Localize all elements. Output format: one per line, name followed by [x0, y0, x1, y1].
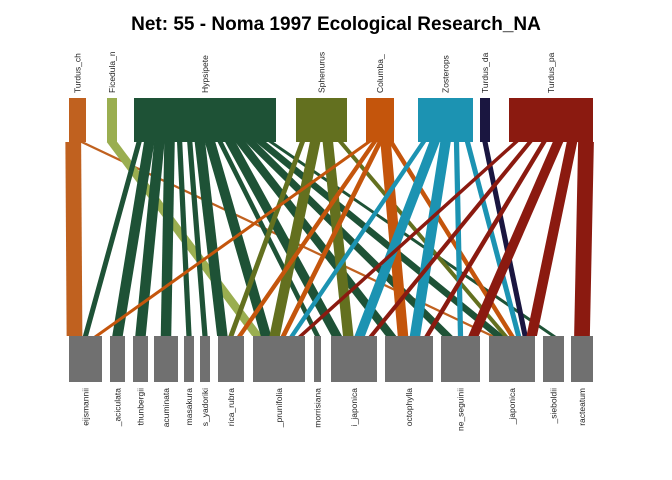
lower-species-label: acuminata	[161, 388, 171, 427]
lower-level-boxes: eijsmannii _aciculata thunbergii acuminata m…	[69, 336, 593, 431]
interaction-link	[65, 142, 83, 336]
higher-species-label: Columba_	[375, 54, 385, 93]
lower-species-box	[218, 336, 244, 382]
lower-species-box	[571, 336, 593, 382]
interaction-link	[368, 142, 533, 336]
lower-species-box	[489, 336, 535, 382]
higher-species-box	[509, 98, 593, 142]
higher-species-box	[418, 98, 473, 142]
lower-species-label: eijsmannii	[81, 388, 91, 426]
higher-species-box	[480, 98, 490, 142]
higher-level-boxes: Turdus_ch Ficedula_n Hypsipete Sphenurus Col…	[69, 51, 593, 142]
interaction-link	[112, 142, 155, 336]
higher-species-label: Sphenurus	[317, 52, 327, 93]
interaction-link	[187, 142, 208, 336]
lower-species-box	[184, 336, 194, 382]
higher-species-label: Hypsipete	[200, 55, 210, 93]
higher-species-box	[366, 98, 394, 142]
interaction-link	[354, 142, 440, 336]
interaction-link	[453, 142, 464, 336]
interaction-link	[237, 142, 378, 336]
higher-species-label: Zosterops	[441, 55, 451, 93]
higher-species-label: Ficedula_n	[107, 51, 117, 93]
higher-species-box	[296, 98, 347, 142]
interaction-link	[526, 142, 578, 336]
interaction-link	[298, 142, 519, 336]
lower-species-box	[110, 336, 125, 382]
higher-species-label: Turdus_ch	[73, 53, 83, 93]
lower-species-label: thunbergii	[136, 388, 146, 425]
plot-title: Net: 55 - Noma 1997 Ecological Research_…	[131, 14, 541, 35]
interaction-link	[409, 142, 451, 336]
interaction-link	[322, 142, 354, 336]
lower-species-label: octophylla	[404, 388, 414, 427]
interaction-link	[269, 142, 321, 336]
higher-species-label: Turdus_pa	[546, 52, 556, 93]
lower-species-label: rica_rubra	[226, 388, 236, 427]
higher-species-box	[134, 98, 276, 142]
interaction-link	[424, 142, 547, 336]
lower-species-box	[253, 336, 305, 382]
lower-species-label: s_yadoriki	[200, 388, 210, 426]
interaction-link	[468, 142, 564, 336]
interaction-link	[82, 142, 142, 336]
lower-species-label: morrisiana	[313, 388, 323, 428]
lower-species-box	[385, 336, 433, 382]
lower-species-label: _prunifolia	[274, 388, 284, 428]
interaction-link	[204, 142, 272, 336]
interaction-link	[135, 142, 165, 336]
lower-species-label: ne_seguinii	[456, 388, 466, 431]
higher-species-box	[69, 98, 86, 142]
interaction-link	[194, 142, 228, 336]
interaction-link	[574, 142, 594, 336]
lower-species-label: racteatum	[577, 388, 587, 426]
interaction-link	[177, 142, 192, 336]
interaction-link	[338, 142, 509, 336]
interaction-link	[228, 142, 305, 336]
interaction-link	[255, 142, 505, 336]
lower-species-box	[133, 336, 148, 382]
interaction-link	[280, 142, 383, 336]
lower-species-box	[331, 336, 377, 382]
lower-species-label: _aciculata	[113, 388, 123, 428]
lower-species-box	[543, 336, 564, 382]
lower-species-box	[69, 336, 102, 382]
interaction-link	[464, 142, 522, 336]
interaction-link	[225, 142, 342, 336]
interaction-link	[482, 142, 528, 336]
lower-species-label: _japonica	[507, 388, 517, 426]
lower-species-label: _sieboldii	[549, 388, 559, 425]
lower-species-label: masakura	[184, 388, 194, 426]
interaction-link	[289, 142, 427, 336]
lower-species-box	[314, 336, 321, 382]
lower-species-box	[441, 336, 480, 382]
lower-species-box	[154, 336, 178, 382]
interaction-link	[93, 142, 372, 336]
lower-species-label: i_japonica	[349, 388, 359, 427]
higher-species-label: Turdus_da	[480, 52, 490, 93]
lower-species-box	[200, 336, 210, 382]
higher-species-box	[107, 98, 117, 142]
links-layer	[65, 142, 594, 336]
